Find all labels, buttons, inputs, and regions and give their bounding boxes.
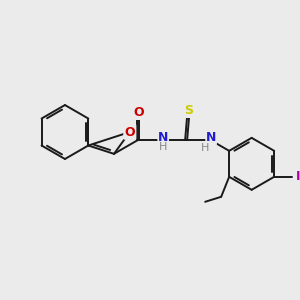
Text: H: H — [201, 143, 209, 153]
Text: H: H — [159, 142, 167, 152]
Text: N: N — [158, 131, 168, 144]
Text: O: O — [124, 125, 135, 139]
Text: O: O — [124, 125, 135, 139]
Text: O: O — [133, 106, 143, 119]
Text: I: I — [296, 170, 300, 183]
Text: N: N — [206, 131, 216, 144]
Text: S: S — [184, 104, 193, 117]
